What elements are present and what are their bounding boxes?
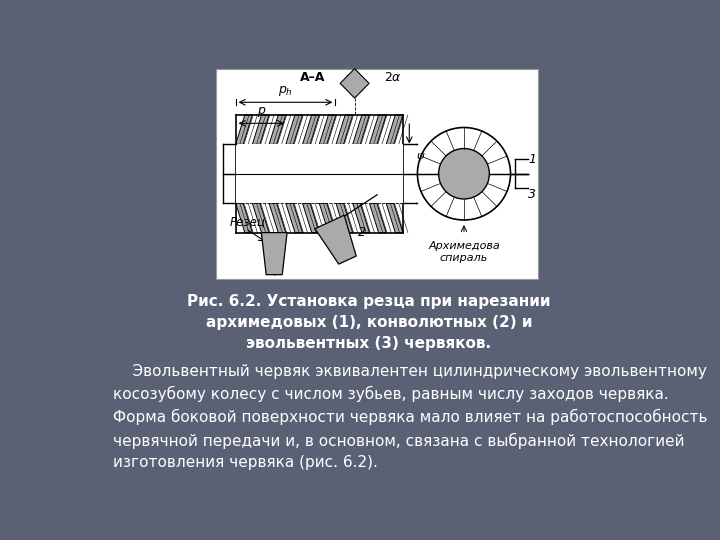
Polygon shape [336,203,353,233]
Text: $p$: $p$ [256,105,266,119]
Polygon shape [269,203,286,233]
Text: $p_h$: $p_h$ [278,84,293,98]
Polygon shape [353,115,369,144]
Polygon shape [269,115,286,144]
Polygon shape [261,233,287,275]
Polygon shape [235,115,252,144]
Bar [216,69,538,279]
Polygon shape [340,69,369,98]
Polygon shape [235,203,252,233]
Text: 1: 1 [528,152,536,166]
Polygon shape [353,203,369,233]
Polygon shape [252,115,269,144]
Polygon shape [315,215,356,264]
Text: А–А: А–А [300,71,325,84]
Bar [235,144,403,203]
Text: 3: 3 [528,188,536,201]
Text: 2: 2 [358,226,366,239]
Polygon shape [319,203,336,233]
Polygon shape [286,115,302,144]
Polygon shape [319,115,336,144]
Text: $\psi$: $\psi$ [415,151,426,163]
Text: Резец: Резец [229,215,265,228]
Circle shape [438,148,490,199]
Polygon shape [302,203,319,233]
Polygon shape [286,203,302,233]
Polygon shape [369,115,386,144]
Text: Эвольвентный червяк эквивалентен цилиндрическому эвольвентному
косозубому колесу: Эвольвентный червяк эквивалентен цилиндр… [113,363,708,470]
Polygon shape [369,203,386,233]
Polygon shape [386,115,403,144]
Text: Рис. 6.2. Установка резца при нарезании
архимедовых (1), конволютных (2) и
эволь: Рис. 6.2. Установка резца при нарезании … [187,294,551,351]
Polygon shape [252,203,269,233]
Text: $2\alpha$: $2\alpha$ [384,71,402,84]
Polygon shape [336,115,353,144]
Polygon shape [386,203,403,233]
Polygon shape [302,115,319,144]
Text: Архимедова
спираль: Архимедова спираль [428,241,500,262]
